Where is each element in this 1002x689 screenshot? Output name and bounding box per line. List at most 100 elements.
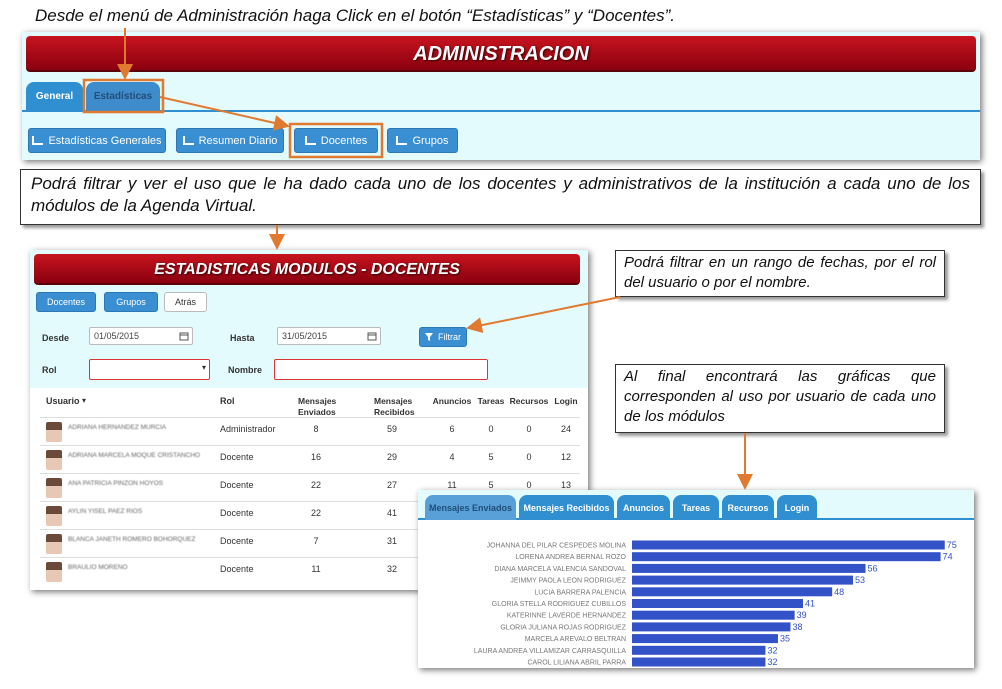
- admin-button[interactable]: Docentes: [294, 128, 378, 153]
- category-label: LUCIA BARRERA PALENCIA: [534, 589, 626, 596]
- chart-tab[interactable]: Mensajes Enviados: [425, 495, 516, 520]
- cell-number: 27: [386, 480, 397, 490]
- button-icon: [304, 136, 316, 145]
- cell-text: AYLIN YISEL PAEZ RIOS: [68, 508, 143, 515]
- avatar: [46, 534, 62, 554]
- chart-tab[interactable]: Anuncios: [617, 495, 670, 520]
- button-text: Docentes: [320, 134, 368, 147]
- value-label: 75: [947, 540, 957, 550]
- value-label: 38: [792, 622, 802, 632]
- role-select[interactable]: [89, 359, 210, 380]
- admin-button[interactable]: Estadísticas Generales: [28, 128, 166, 153]
- cell-number: 16: [310, 452, 321, 462]
- value-label: 39: [797, 610, 807, 620]
- chart-tab[interactable]: Login: [777, 495, 817, 520]
- chart-tab[interactable]: Tareas: [673, 495, 719, 520]
- cell-text: ADRIANA HERNANDEZ MURCIA: [68, 424, 167, 431]
- tab[interactable]: Estadísticas: [86, 82, 160, 110]
- value-label: 32: [767, 645, 777, 655]
- tab-rule: [22, 110, 980, 112]
- cell-number: 7: [313, 536, 319, 546]
- value-label: 56: [868, 563, 878, 573]
- admin-button[interactable]: Resumen Diario: [176, 128, 284, 153]
- bar: [632, 599, 803, 608]
- stats-button[interactable]: Grupos: [104, 292, 158, 312]
- cell-number: 24: [560, 424, 571, 434]
- note: Al final encontrará las gráficas que cor…: [615, 364, 945, 433]
- cell-text: BLANCA JANETH ROMERO BOHORQUEZ: [68, 536, 196, 543]
- select-caret: ▾: [202, 363, 207, 372]
- cell-number: 31: [386, 536, 397, 546]
- cell-text: Docente: [220, 452, 254, 462]
- stats-button[interactable]: Atrás: [164, 292, 207, 312]
- cell-number: 5: [488, 480, 494, 490]
- name-input[interactable]: [274, 359, 488, 380]
- bar: [632, 540, 945, 550]
- button-text: Resumen Diario: [198, 134, 278, 147]
- category-label: GLORIA JULIANA ROJAS RODRIGUEZ: [500, 624, 626, 631]
- avatar: [46, 562, 62, 582]
- cell-number: 4: [449, 452, 455, 462]
- cell-number: 6: [449, 424, 455, 434]
- bar: [632, 610, 795, 620]
- date-input[interactable]: 01/05/2015: [89, 327, 193, 345]
- category-label: JEIMMY PAOLA LEON RODRIGUEZ: [510, 578, 626, 585]
- tab[interactable]: General: [26, 82, 83, 110]
- cell-number: 5: [488, 452, 494, 462]
- cell-number: 22: [310, 508, 321, 518]
- cell-number: 0: [488, 424, 494, 434]
- cell-number: 13: [560, 480, 571, 490]
- sort-caret: ▾: [82, 396, 87, 405]
- column-header: Mensajes Enviados: [298, 396, 337, 417]
- row-divider: [40, 529, 580, 530]
- column-header: Login: [554, 396, 578, 406]
- button-text: Grupos: [412, 134, 449, 147]
- column-header: Usuario: [46, 396, 80, 406]
- note: Podrá filtrar y ver el uso que le ha dad…: [20, 169, 981, 225]
- bar: [632, 645, 766, 655]
- cell-number: 11: [447, 480, 457, 490]
- bar: [632, 634, 778, 644]
- row-divider: [40, 557, 580, 558]
- cell-number: 0: [526, 480, 532, 490]
- button-text: Grupos: [116, 297, 146, 307]
- chart-tab[interactable]: Mensajes Recibidos: [519, 495, 614, 520]
- button-icon: [32, 136, 44, 145]
- cell-number: 0: [526, 424, 532, 434]
- instruction: Desde el menú de Administración haga Cli…: [35, 6, 676, 25]
- cell-text: BRAULIO MORENO: [68, 564, 128, 571]
- column-header: Recursos: [509, 396, 549, 406]
- stats-button[interactable]: Docentes: [36, 292, 96, 312]
- category-label: LORENA ANDREA BERNAL ROZO: [515, 554, 626, 561]
- avatar: [46, 450, 62, 470]
- value-label: 48: [834, 587, 844, 597]
- button-text: Atrás: [174, 297, 196, 307]
- column-header: Rol: [220, 396, 235, 406]
- cell-number: 29: [386, 452, 397, 462]
- cell-number: 8: [313, 424, 319, 434]
- label: Hasta: [230, 333, 255, 343]
- bar: [632, 563, 866, 573]
- chart-tab[interactable]: Recursos: [722, 495, 774, 520]
- cell-number: 59: [386, 424, 397, 434]
- category-label: GLORIA STELLA RODRIGUEZ CUBILLOS: [492, 601, 627, 608]
- cell-number: 11: [311, 564, 321, 574]
- date-input[interactable]: 31/05/2015: [277, 327, 381, 345]
- admin-panel: ADMINISTRACION General Estadísticas Estadí…: [22, 32, 980, 160]
- cell-text: ANA PATRICIA PINZON HOYOS: [68, 480, 164, 487]
- row-divider: [40, 445, 580, 446]
- bar: [632, 657, 766, 667]
- cell-text: Docente: [220, 508, 254, 518]
- filter-icon: [425, 333, 433, 341]
- cell-number: 22: [310, 480, 321, 490]
- category-label: KATERINNE LAVERDE HERNANDEZ: [507, 613, 627, 620]
- column-header: Anuncios: [432, 396, 472, 406]
- filter-button[interactable]: Filtrar: [419, 327, 467, 347]
- admin-header: ADMINISTRACION: [26, 36, 976, 72]
- cell-number: 0: [526, 452, 532, 462]
- calendar-icon: [179, 332, 189, 341]
- admin-button[interactable]: Grupos: [387, 128, 458, 153]
- avatar: [46, 422, 62, 442]
- cell-text: Docente: [220, 480, 254, 490]
- button-icon: [396, 136, 408, 145]
